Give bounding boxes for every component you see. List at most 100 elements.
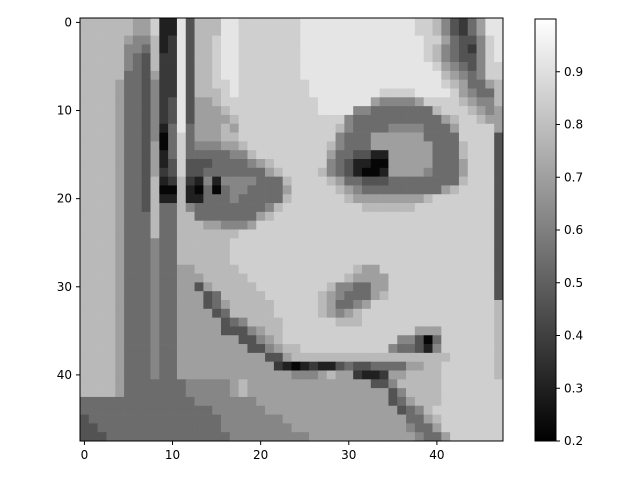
heatmap-cell <box>238 159 248 169</box>
heatmap-cell <box>291 282 301 292</box>
heatmap-cell <box>406 291 416 301</box>
heatmap-cell <box>485 141 495 151</box>
heatmap-cell <box>141 203 151 213</box>
heatmap-cell <box>344 203 354 213</box>
heatmap-cell <box>185 388 195 398</box>
heatmap-cell <box>159 238 169 248</box>
heatmap-cell <box>115 132 125 142</box>
heatmap-cell <box>423 53 433 63</box>
heatmap-cell <box>291 211 301 222</box>
heatmap-cell <box>326 132 336 142</box>
heatmap-cell <box>159 361 169 371</box>
heatmap-cell <box>476 423 486 433</box>
heatmap-cell <box>115 97 125 107</box>
heatmap-cell <box>494 396 504 407</box>
heatmap-cell <box>309 44 319 54</box>
heatmap-cell <box>353 70 363 81</box>
heatmap-cell <box>388 70 398 81</box>
heatmap-cell <box>309 132 319 142</box>
heatmap-cell <box>159 326 169 336</box>
heatmap-cell <box>291 132 301 142</box>
heatmap-cell <box>212 114 222 125</box>
heatmap-cell <box>221 141 231 151</box>
heatmap-cell <box>159 396 169 407</box>
heatmap-cell <box>106 62 116 72</box>
heatmap-cell <box>185 352 195 363</box>
heatmap-cell <box>300 432 310 442</box>
heatmap-cell <box>494 423 504 433</box>
heatmap-cell <box>353 88 363 98</box>
heatmap-cell <box>194 335 204 345</box>
heatmap-cell <box>229 176 239 186</box>
heatmap-cell <box>265 264 275 274</box>
heatmap-cell <box>494 79 504 89</box>
heatmap-cell <box>221 203 231 213</box>
heatmap-cell <box>476 264 486 274</box>
heatmap-cell <box>124 44 134 54</box>
heatmap-cell <box>132 388 143 398</box>
heatmap-cell <box>397 18 407 28</box>
heatmap-cell <box>221 150 231 160</box>
heatmap-cell <box>194 379 204 389</box>
heatmap-cell <box>247 194 257 204</box>
heatmap-cell <box>282 44 292 54</box>
heatmap-cell <box>212 352 222 363</box>
heatmap-cell <box>159 88 169 98</box>
heatmap-cell <box>124 203 134 213</box>
heatmap-cell <box>326 432 336 442</box>
heatmap-cell <box>300 282 310 292</box>
heatmap-cell <box>106 211 116 222</box>
heatmap-cell <box>282 194 292 204</box>
heatmap-cell <box>467 44 477 54</box>
heatmap-cell <box>282 167 292 177</box>
heatmap-cell <box>494 317 504 327</box>
heatmap-cell <box>309 247 319 257</box>
heatmap-cell <box>458 255 469 266</box>
heatmap-cell <box>485 423 495 433</box>
heatmap-cell <box>124 114 134 125</box>
heatmap-cell <box>238 194 248 204</box>
heatmap-cell <box>132 53 143 63</box>
heatmap-cell <box>106 150 116 160</box>
heatmap-cell <box>150 308 160 318</box>
heatmap-cell <box>256 26 266 36</box>
heatmap-cell <box>265 159 275 169</box>
heatmap-cell <box>256 79 266 89</box>
heatmap-cell <box>414 132 425 142</box>
heatmap-cell <box>115 167 125 177</box>
heatmap-cell <box>406 79 416 89</box>
heatmap-cell <box>168 326 178 336</box>
heatmap-cell <box>141 405 151 415</box>
heatmap-cell <box>317 300 328 310</box>
heatmap-cell <box>168 18 178 28</box>
heatmap-cell <box>229 203 239 213</box>
heatmap-cell <box>353 150 363 160</box>
heatmap-cell <box>441 352 451 363</box>
heatmap-cell <box>406 414 416 424</box>
heatmap-cell <box>221 432 231 442</box>
heatmap-cell <box>124 123 134 133</box>
heatmap-cell <box>414 326 425 336</box>
heatmap-cell <box>229 414 239 424</box>
heatmap-cell <box>326 361 336 371</box>
heatmap-cell <box>247 114 257 125</box>
heatmap-cell <box>229 18 239 28</box>
heatmap-cell <box>124 396 134 407</box>
heatmap-cell <box>97 176 107 186</box>
heatmap-cell <box>221 97 231 107</box>
heatmap-cell <box>221 26 231 36</box>
heatmap-cell <box>362 335 372 345</box>
heatmap-cell <box>450 114 460 125</box>
heatmap-cell <box>353 308 363 318</box>
heatmap-cell <box>423 26 433 36</box>
heatmap-cell <box>185 79 195 89</box>
heatmap-cell <box>388 247 398 257</box>
heatmap-cell <box>141 97 151 107</box>
heatmap-cell <box>485 273 495 283</box>
heatmap-cell <box>282 255 292 266</box>
heatmap-cell <box>203 361 213 371</box>
heatmap-cell <box>221 396 231 407</box>
heatmap-cell <box>106 176 116 186</box>
heatmap-cell <box>97 97 107 107</box>
heatmap-cell <box>397 414 407 424</box>
